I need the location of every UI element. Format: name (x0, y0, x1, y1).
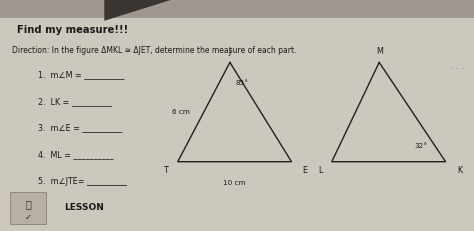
Text: 10 cm: 10 cm (223, 180, 246, 186)
Text: E: E (302, 167, 307, 175)
Text: 5.  m∠JTE= __________: 5. m∠JTE= __________ (38, 177, 127, 186)
Text: LESSON: LESSON (64, 204, 104, 212)
Bar (10, 192, 46, 224)
Text: K: K (457, 167, 462, 175)
Text: ✓: ✓ (25, 213, 32, 222)
Text: 4.  ML = __________: 4. ML = __________ (38, 150, 113, 159)
Text: M: M (376, 48, 383, 56)
Text: 2.  LK = __________: 2. LK = __________ (38, 97, 112, 106)
Text: J: J (229, 48, 231, 56)
Text: Direction: In the figure ΔMKL ≅ ΔJET, determine the measure of each part.: Direction: In the figure ΔMKL ≅ ΔJET, de… (12, 46, 296, 55)
Polygon shape (104, 0, 171, 21)
Text: L: L (318, 167, 322, 175)
Text: 6 cm: 6 cm (172, 109, 190, 115)
Text: 3.  m∠E = __________: 3. m∠E = __________ (38, 124, 122, 133)
Text: T: T (164, 167, 168, 175)
Bar (0, 0, 474, 18)
Text: 32°: 32° (414, 143, 428, 149)
Text: · · ·: · · · (451, 65, 464, 74)
Text: 👤: 👤 (25, 200, 31, 210)
Text: Find my measure!!!: Find my measure!!! (17, 25, 128, 35)
Text: 1.  m∠M = __________: 1. m∠M = __________ (38, 70, 124, 79)
Text: 85°: 85° (236, 80, 248, 86)
